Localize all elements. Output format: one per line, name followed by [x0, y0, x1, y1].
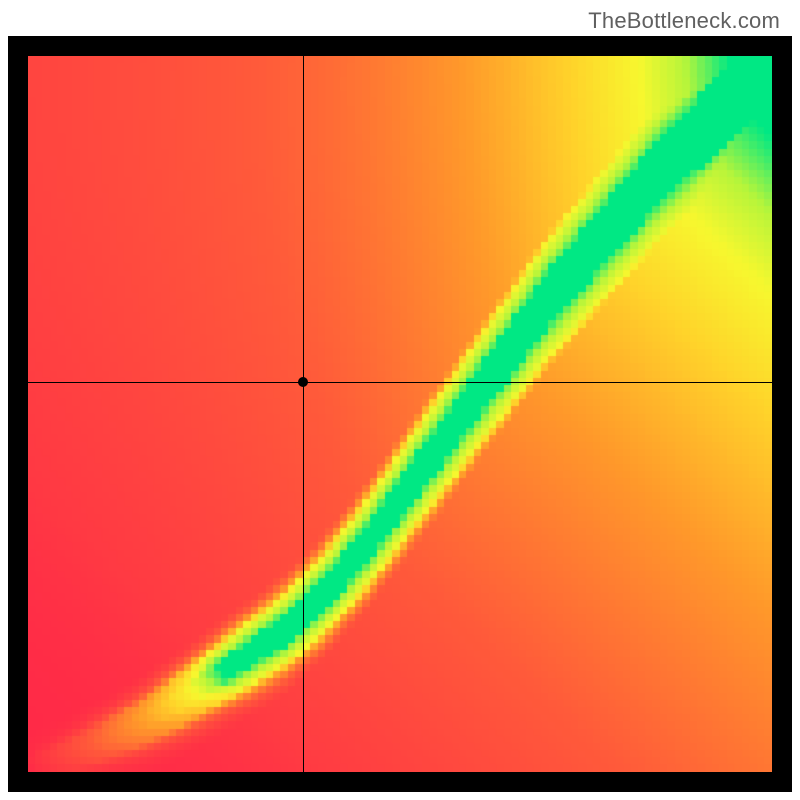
plot-area	[28, 56, 772, 772]
plot-frame	[8, 36, 792, 792]
crosshair-vertical	[303, 56, 304, 772]
crosshair-horizontal	[28, 382, 772, 383]
watermark-text: TheBottleneck.com	[588, 8, 780, 34]
chart-container: TheBottleneck.com	[0, 0, 800, 800]
crosshair-marker	[298, 377, 308, 387]
heatmap-canvas	[28, 56, 772, 772]
